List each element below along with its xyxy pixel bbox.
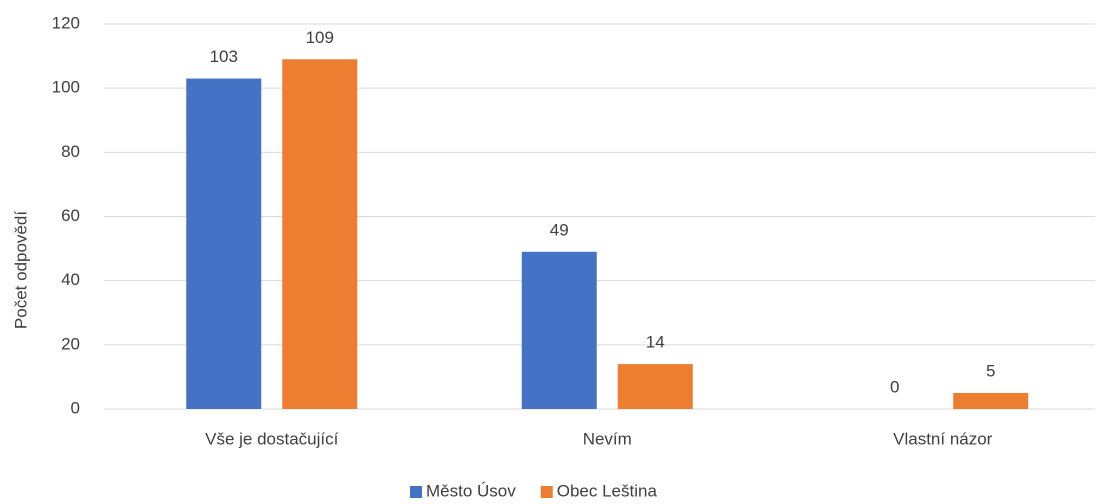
data-label: 103: [210, 47, 238, 66]
y-tick-label: 60: [61, 206, 80, 225]
y-tick-label: 100: [52, 78, 80, 97]
data-label: 109: [306, 28, 334, 47]
y-axis-label: Počet odpovědí: [11, 211, 30, 329]
y-tick-label: 120: [52, 13, 80, 32]
legend-label: Město Úsov: [426, 481, 516, 500]
y-tick-label: 0: [71, 398, 80, 417]
legend-swatch: [410, 486, 422, 498]
data-label: 0: [890, 377, 899, 396]
bar: [617, 364, 693, 409]
x-tick-label: Vlastní názor: [893, 429, 993, 448]
bar: [953, 392, 1029, 409]
data-label: 5: [986, 361, 995, 380]
data-label: 14: [646, 333, 665, 352]
bar: [186, 78, 262, 410]
y-tick-label: 20: [61, 334, 80, 353]
data-label: 49: [550, 220, 569, 239]
y-tick-label: 80: [61, 142, 80, 161]
bar: [282, 59, 358, 410]
legend-swatch: [540, 486, 553, 498]
x-tick-label: Vše je dostačující: [205, 429, 339, 448]
x-tick-label: Nevím: [583, 429, 632, 448]
y-tick-label: 40: [61, 270, 80, 289]
bar: [521, 251, 597, 409]
legend-label: Obec Leština: [557, 481, 658, 500]
